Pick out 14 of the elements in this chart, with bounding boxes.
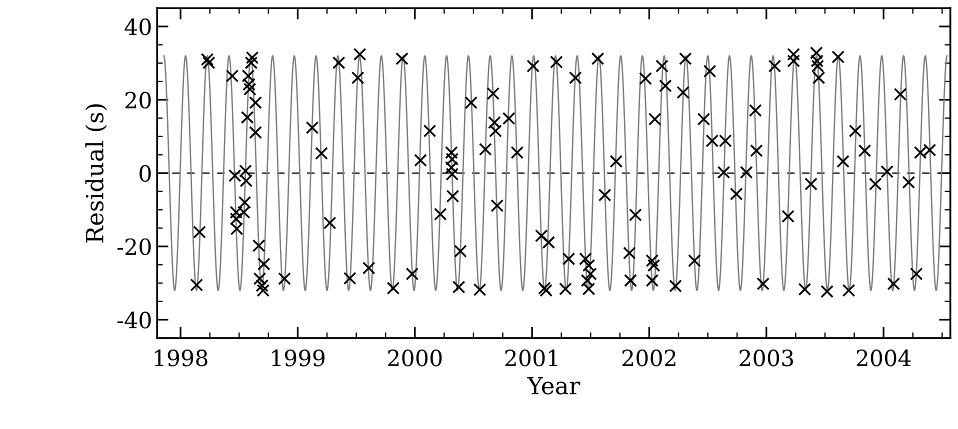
x-tick-label: 2000 [388,350,442,366]
x-tick-label: 1999 [272,350,324,366]
x-axis-title: Year [527,376,580,394]
x-tick-label: 2002 [622,350,676,366]
x-tick-label: 2001 [505,350,558,366]
y-tick-label: -40 [117,312,151,328]
y-tick-label: 20 [125,92,151,109]
y-axis-title: Residual (s) [85,104,107,243]
y-tick-label: -20 [117,238,151,256]
y-tick-label: 0 [140,165,151,182]
x-tick-label: 1998 [154,350,208,366]
x-tick-label: 2003 [740,350,794,366]
x-tick-label: 2004 [856,350,911,366]
y-tick-label: 40 [124,18,151,36]
